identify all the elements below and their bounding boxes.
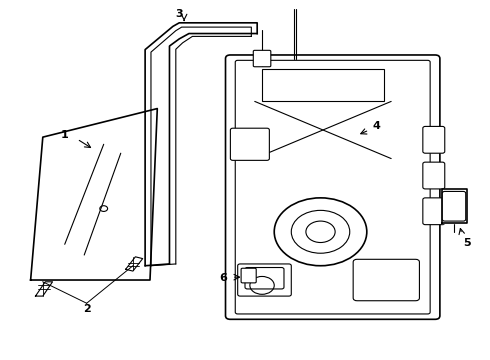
Text: 5: 5 bbox=[463, 238, 470, 248]
FancyBboxPatch shape bbox=[235, 60, 430, 314]
FancyBboxPatch shape bbox=[253, 50, 271, 67]
FancyBboxPatch shape bbox=[230, 128, 270, 160]
Polygon shape bbox=[442, 189, 466, 223]
FancyBboxPatch shape bbox=[353, 259, 419, 301]
Text: 3: 3 bbox=[175, 9, 183, 19]
FancyBboxPatch shape bbox=[241, 268, 256, 283]
Text: 6: 6 bbox=[219, 273, 227, 283]
Text: 2: 2 bbox=[83, 303, 91, 314]
FancyBboxPatch shape bbox=[423, 162, 445, 189]
FancyBboxPatch shape bbox=[423, 198, 445, 225]
FancyBboxPatch shape bbox=[225, 55, 440, 319]
Polygon shape bbox=[125, 257, 143, 271]
Polygon shape bbox=[35, 282, 52, 296]
Text: 4: 4 bbox=[372, 121, 381, 131]
FancyBboxPatch shape bbox=[238, 264, 291, 296]
FancyBboxPatch shape bbox=[442, 192, 466, 221]
Text: 1: 1 bbox=[61, 130, 69, 140]
FancyBboxPatch shape bbox=[262, 69, 384, 102]
FancyBboxPatch shape bbox=[245, 267, 284, 289]
FancyBboxPatch shape bbox=[423, 126, 445, 153]
